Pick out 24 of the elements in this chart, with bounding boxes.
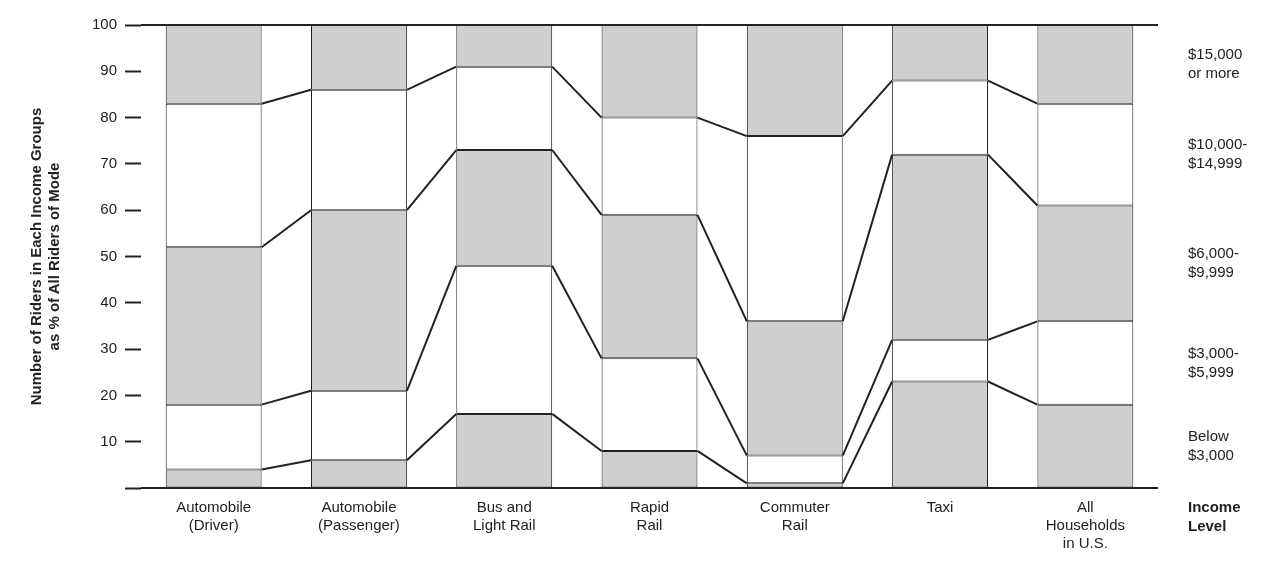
- text: $10,000- $14,999: [1188, 135, 1248, 172]
- y-tick-label: 60: [100, 200, 118, 218]
- y-tick-label: 80: [100, 107, 118, 125]
- text: Below $3,000: [1188, 426, 1234, 463]
- y-tick-label: 10: [100, 431, 118, 449]
- y-tick-label: 100: [92, 15, 118, 33]
- text: $6,000- $9,999: [1188, 244, 1239, 281]
- y-tick-label: 70: [100, 154, 118, 172]
- y-tick-label: 40: [100, 292, 118, 310]
- y-tick-label: 30: [100, 339, 118, 357]
- text: Income Level: [1188, 497, 1241, 534]
- x-tick-label: Taxi: [926, 498, 954, 516]
- y-axis-title: Number of Riders in Each Income Groups as % of All Riders of Mode: [27, 107, 63, 406]
- x-tick-label: Rapid Rail: [629, 498, 670, 534]
- y-tick-label: 90: [100, 61, 118, 79]
- y-tick-label: 50: [100, 246, 118, 264]
- text: $3,000- $5,999: [1188, 343, 1239, 380]
- x-tick-label: Bus and Light Rail: [472, 498, 536, 534]
- x-tick-label: Commuter Rail: [759, 498, 830, 534]
- x-tick-label: Automobile (Driver): [176, 498, 252, 534]
- y-tick-label: 20: [100, 385, 118, 403]
- text: $15,000 or more: [1188, 45, 1243, 81]
- x-tick-label: Automobile (Passenger): [318, 498, 400, 534]
- x-tick-label: All Households in U.S.: [1045, 498, 1125, 552]
